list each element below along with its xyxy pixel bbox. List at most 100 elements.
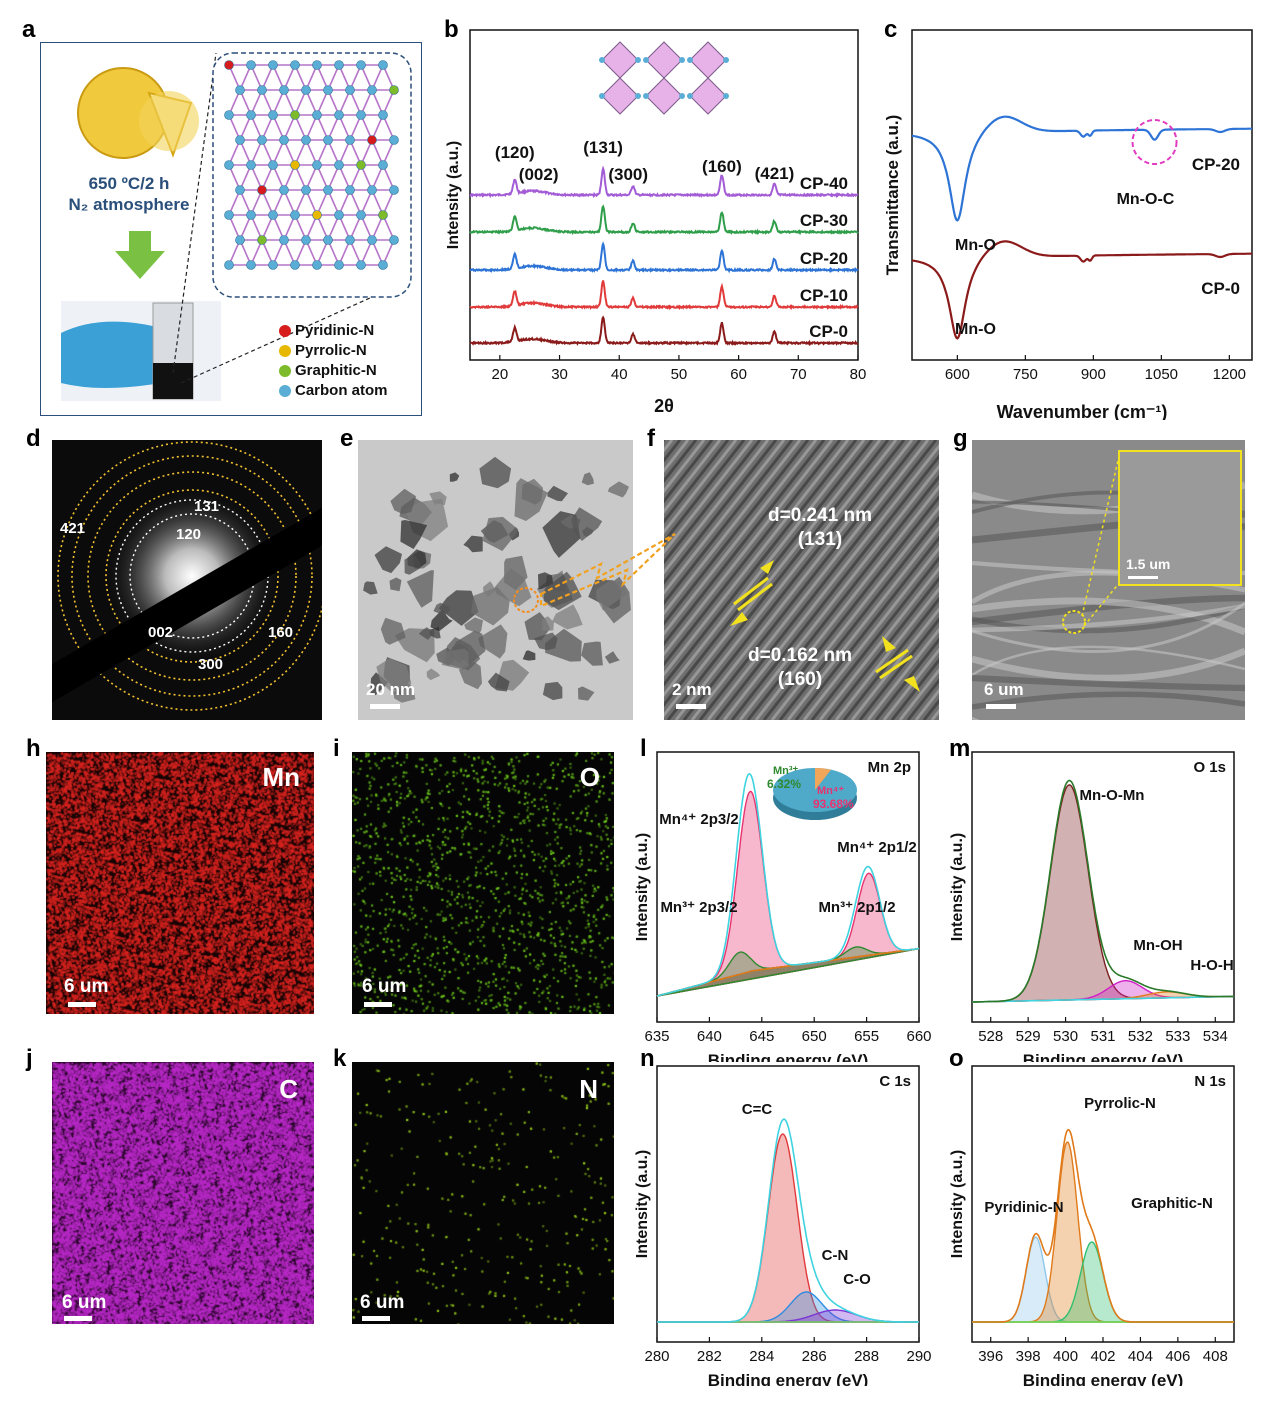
series-label: CP-20 (1192, 155, 1240, 174)
graphene-fold (972, 647, 1245, 682)
legend-panel-a: Pyridinic-N Pyrrolic-N Graphitic-N Carbon a… (279, 321, 388, 401)
x-tick-label: 534 (1203, 1028, 1228, 1045)
x-tick-label: 660 (906, 1028, 931, 1045)
series-label: CP-10 (800, 286, 848, 305)
x-tick-label: 402 (1090, 1348, 1115, 1365)
tem-image: 20 nm (358, 440, 633, 720)
inset-scale-label: 1.5 um (1126, 556, 1171, 572)
nanoparticle (607, 481, 629, 498)
peak-label: C-N (822, 1247, 849, 1264)
x-axis-label: Binding energy (eV) (1023, 1051, 1184, 1062)
atom (679, 57, 685, 63)
ring-label-160: 160 (268, 624, 294, 641)
nanoparticle (542, 616, 554, 631)
panel-label-c: c (884, 16, 898, 43)
series-label: CP-20 (800, 249, 848, 268)
lattice-atom (268, 110, 278, 120)
atom (599, 57, 605, 63)
y-axis-label: Intensity (a.u.) (949, 1150, 966, 1258)
lattice-atom (356, 260, 366, 270)
lattice-fringe (664, 440, 834, 657)
series-line-cp-10 (469, 280, 859, 311)
lattice-atom (279, 185, 289, 195)
panel-label-m: m (949, 735, 971, 762)
atom (723, 93, 729, 99)
graphene-fold (972, 603, 1245, 634)
lattice-atom (378, 60, 388, 70)
lattice-atom (345, 185, 355, 195)
arrow-icon (730, 612, 748, 626)
x-tick-label: 404 (1128, 1348, 1153, 1365)
panel-label-h: h (26, 735, 41, 762)
nanoparticle (404, 554, 421, 575)
x-tick-label: 280 (644, 1348, 669, 1365)
pie-label: Mn⁴⁺ (817, 785, 844, 797)
lattice-atom (334, 260, 344, 270)
nanoparticle (463, 535, 483, 553)
lattice-fringe (858, 617, 939, 720)
lattice-fringe (762, 494, 939, 720)
lattice-atom (312, 160, 322, 170)
nanoparticle (400, 520, 428, 549)
lattice-atom (389, 85, 399, 95)
series-label: CP-40 (800, 174, 848, 193)
x-tick-label: 635 (644, 1028, 669, 1045)
chart-title: O 1s (1193, 759, 1226, 776)
ring-label-300: 300 (198, 656, 224, 673)
lattice-fringe (874, 637, 939, 720)
lattice-atom (246, 60, 256, 70)
legend-item: Pyridinic-N (279, 321, 388, 341)
x-tick-label: 30 (551, 366, 568, 383)
x-tick-label: 528 (978, 1028, 1003, 1045)
lattice-atom (345, 135, 355, 145)
nanoparticle (418, 627, 433, 640)
legend-label: Carbon atom (295, 382, 388, 399)
atom (687, 93, 693, 99)
annotation: Mn-O (955, 237, 996, 254)
nitrogen-doped-graphene-lattice (224, 60, 399, 270)
y-axis-label: Intensity (a.u.) (445, 141, 462, 249)
x-tick-label: 530 (1053, 1028, 1078, 1045)
lattice-atom (257, 85, 267, 95)
lattice-atom (367, 85, 377, 95)
x-tick-label: 750 (1013, 366, 1038, 383)
lattice-atom (224, 260, 234, 270)
chart-title: C 1s (879, 1073, 911, 1090)
nanoparticle (547, 485, 568, 502)
d-spacing-131: d=0.241 nm (131) (768, 505, 873, 550)
sem-inset: 1.5 um (1118, 450, 1242, 586)
lattice-atom (356, 160, 366, 170)
peak-label: Mn-O-Mn (1080, 787, 1145, 804)
down-arrow-icon (115, 231, 165, 279)
nanoparticle (370, 672, 389, 696)
nanoparticle (604, 651, 620, 664)
series-label: CP-30 (800, 211, 848, 230)
nanoparticle (471, 587, 510, 626)
lattice-fringe (664, 440, 874, 708)
x-tick-label: 70 (790, 366, 807, 383)
panel-label-l: l (640, 735, 647, 762)
nanoparticle (363, 581, 378, 595)
legend-label: Pyrrolic-N (295, 342, 367, 359)
peak-label: (160) (702, 157, 742, 176)
y-axis-label: Transmittance (a.u.) (883, 115, 902, 276)
lattice-atom (378, 210, 388, 220)
scale-label-k: 6 um (360, 1292, 405, 1313)
lattice-atom (334, 110, 344, 120)
lattice-atom (290, 210, 300, 220)
x-tick-label: 396 (978, 1348, 1003, 1365)
x-tick-label: 80 (850, 366, 867, 383)
lattice-atom (312, 60, 322, 70)
pie-slice-mn3 (815, 768, 831, 790)
eds-map-o: O 6 um (352, 752, 614, 1014)
lattice-fringe (698, 440, 922, 720)
background-line (972, 995, 1234, 1003)
lattice-atom (378, 260, 388, 270)
scale-bar-j (64, 1316, 92, 1321)
lattice-atom (268, 160, 278, 170)
x-tick-label: 40 (611, 366, 628, 383)
pie-chart (773, 768, 857, 820)
sem-image: 1.5 um 6 um (972, 440, 1245, 720)
peak-label: Pyrrolic-N (1084, 1095, 1156, 1112)
lattice-fringe (714, 440, 938, 720)
